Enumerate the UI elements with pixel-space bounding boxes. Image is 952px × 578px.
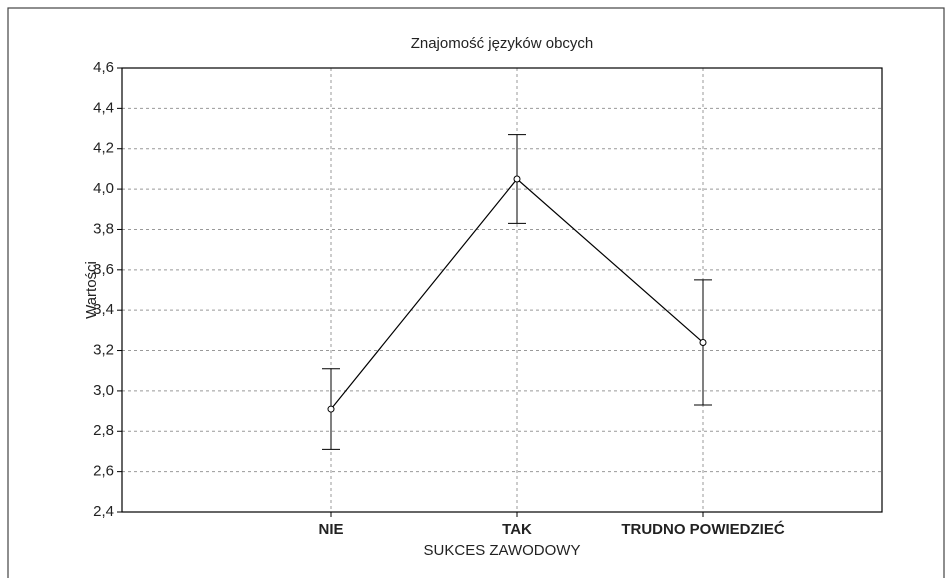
y-tick-label: 4,0 bbox=[93, 180, 114, 197]
chart-title: Znajomość języków obcych bbox=[411, 35, 594, 52]
x-axis-label: SUKCES ZAWODOWY bbox=[424, 542, 581, 559]
point bbox=[699, 338, 707, 346]
y-tick-label: 3,2 bbox=[93, 342, 114, 359]
y-tick-label: 4,6 bbox=[93, 59, 114, 76]
frame bbox=[7, 7, 945, 578]
y-tick-label: 3,6 bbox=[93, 261, 114, 278]
y-tick-label: 3,4 bbox=[93, 301, 114, 318]
y-tick-label: 3,0 bbox=[93, 382, 114, 399]
y-tick-label: 3,8 bbox=[93, 220, 114, 237]
x-tick-label: TAK bbox=[502, 521, 532, 538]
y-axis-label: Wartości bbox=[83, 261, 100, 319]
plot-area bbox=[121, 67, 883, 513]
y-tick-label: 2,4 bbox=[93, 503, 114, 520]
x-tick-label: TRUDNO POWIEDZIEĆ bbox=[621, 520, 784, 538]
x-tick-label: NIE bbox=[318, 521, 343, 538]
point bbox=[513, 175, 521, 183]
point bbox=[327, 405, 335, 413]
y-tick-label: 2,8 bbox=[93, 422, 114, 439]
y-tick-label: 2,6 bbox=[93, 463, 114, 480]
y-tick-label: 4,2 bbox=[93, 140, 114, 157]
y-tick-label: 4,4 bbox=[93, 99, 114, 116]
